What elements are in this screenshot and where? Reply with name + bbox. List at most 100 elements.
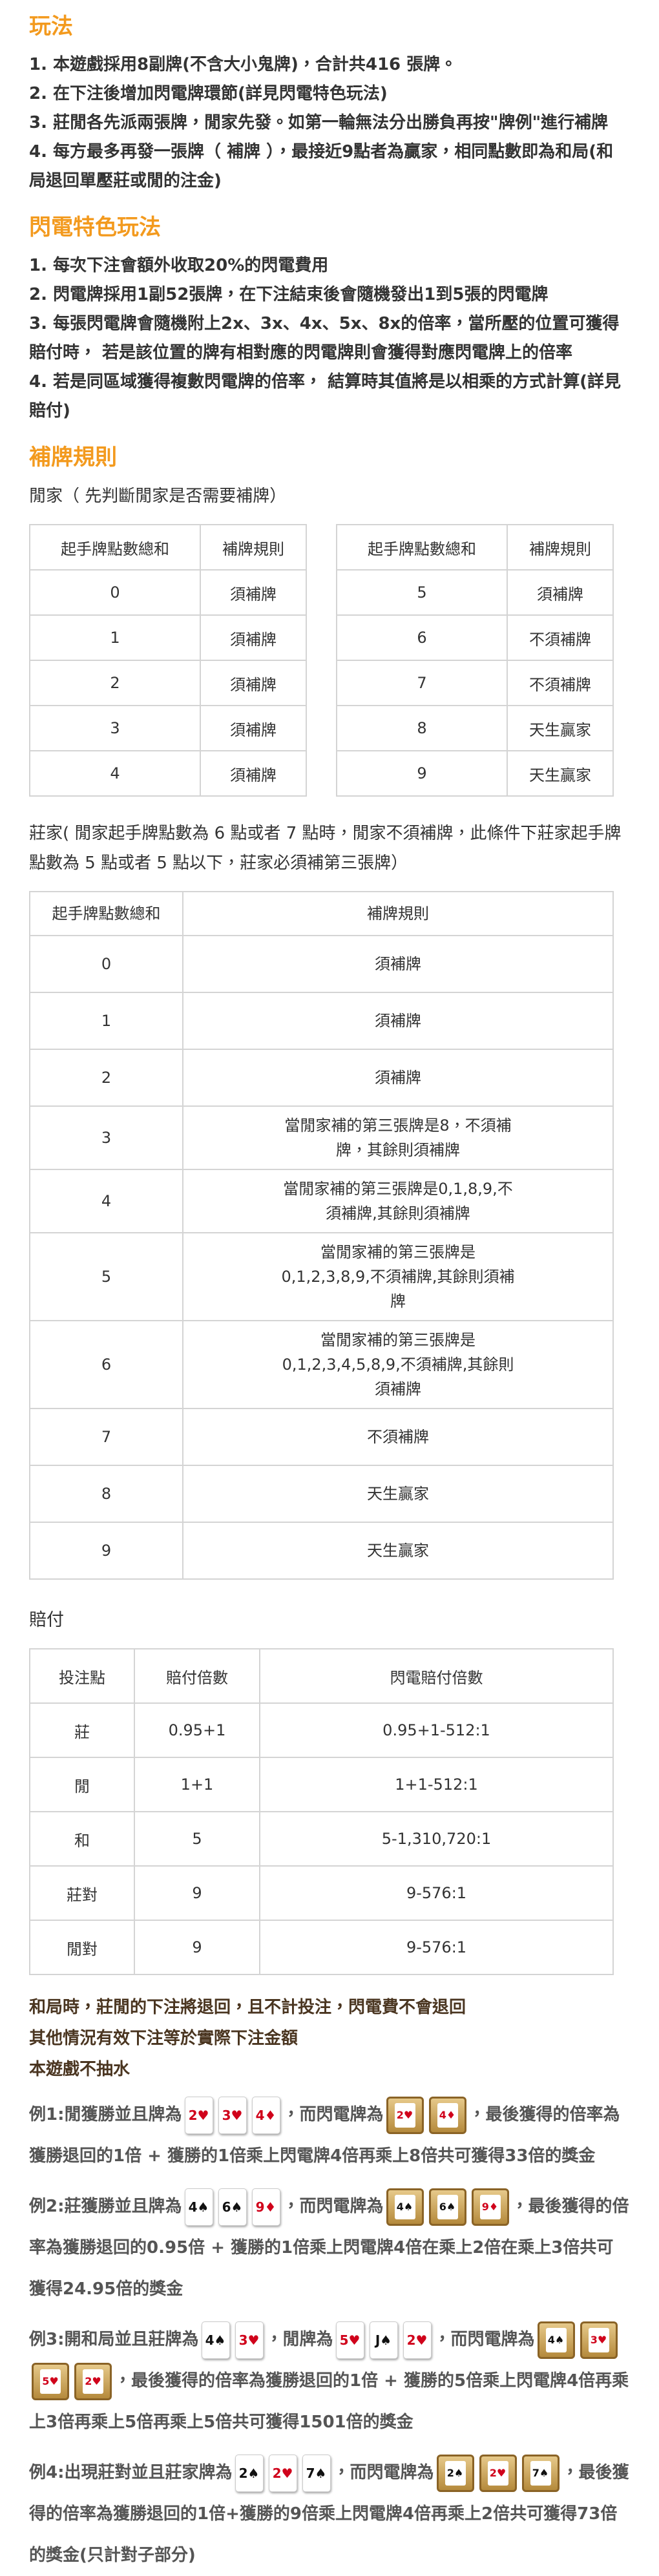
example-text: ，而閃電牌為 [333,2463,434,2482]
lightning-card: 7♠ [521,2454,560,2492]
table-cell: 1+1-512:1 [259,1757,614,1812]
table-cell: 4 [29,1169,183,1233]
table-row: 莊 0.95+1 0.95+1-512:1 [29,1702,614,1758]
notes: 和局時，莊閒的下注將退回，且不計投注，閃電費不會退回 其他情況有效下注等於實際下注… [29,1992,630,2085]
table-cell: 7 [29,1408,183,1466]
table-row: 5 須補牌 [335,569,614,616]
example-text: ，而閃電牌為 [282,2197,384,2216]
table-row: 閒對 9 9-576:1 [29,1920,614,1975]
table-cell: 0 [29,935,183,993]
example-text: ，而閃電牌為 [434,2330,535,2349]
table-row: 4 當閒家補的第三張牌是0,1,8,9,不須補牌,其餘則須補牌 [29,1169,614,1233]
table-cell: 1 [29,992,183,1050]
card: 6♠ [218,2188,247,2226]
table-row: 8 天生贏家 [29,1465,614,1523]
table-cell: 9-576:1 [259,1920,614,1975]
header-cell: 閃電賠付倍數 [259,1648,614,1704]
lightning-card: 2♥ [386,2096,424,2134]
table-cell: 天生贏家 [507,750,614,797]
table-cell: 9 [29,1522,183,1580]
table-cell: 須補牌 [200,614,307,661]
table-cell: 須補牌 [182,1049,614,1107]
rule-item: 1. 本遊戲採用8副牌(不含大小鬼牌)，合計共416 張牌。 [29,55,457,74]
table-cell: 0.95+1 [134,1702,260,1758]
lightning-card-face: 3♥ [588,2327,609,2352]
example: 例3:開和局並且莊牌為 4♠ 3♥ ，閒牌為 5♥ J♠ 2♥ ，而閃電牌為 4♠ 3♥ 5♥ 2♥，… [29,2319,630,2443]
table-row: 7 不須補牌 [29,1408,614,1466]
header-row: 起手牌點數總和 補牌規則 [335,524,614,571]
lightning-card: 2♥ [74,2362,112,2400]
table-cell: 莊 [29,1702,135,1758]
section-title: 賠付 [29,1610,64,1630]
table-cell: 5-1,310,720:1 [259,1811,614,1867]
section-title: 玩法 [29,14,73,39]
table-cell: 0.95+1-512:1 [259,1702,614,1758]
table-cell: 和 [29,1811,135,1867]
table-cell: 7 [335,660,508,706]
card: 4♦ [251,2096,280,2134]
table-row: 6 當閒家補的第三張牌是0,1,2,3,4,5,8,9,不須補牌,其餘則須補牌 [29,1320,614,1409]
header-cell: 補牌規則 [200,524,307,571]
example: 例2:莊獲勝並且牌為 4♠ 6♠ 9♦ ，而閃電牌為 4♠ 6♠ 9♦ ，最後獲得的倍率為獲勝退… [29,2186,630,2310]
lightning-card: 2♥ [479,2454,517,2492]
lightning-card-face: 9♦ [479,2194,501,2219]
table-row: 莊對 9 9-576:1 [29,1865,614,1921]
table-cell: 須補牌 [200,750,307,797]
table-row: 3 須補牌 [28,705,307,751]
lightning-card: 9♦ [471,2188,509,2226]
table-cell: 當閒家補的第三張牌是0,1,8,9,不須補牌,其餘則須補牌 [182,1169,614,1233]
header-cell: 賠付倍數 [134,1648,260,1704]
table-row: 2 須補牌 [29,1049,614,1107]
section-title: 補牌規則 [29,445,117,470]
table-cell: 8 [335,705,508,751]
lightning-card-face: 2♥ [394,2102,415,2128]
table-row: 3 當閒家補的第三張牌是8，不須補牌，其餘則須補牌 [29,1105,614,1170]
example-text: ，最後獲得的倍率為獲勝退回的1倍 + 獲勝的5倍乘上閃電牌4倍再乘上3倍再乘上5… [29,2371,629,2432]
lightning-card-face: 4♦ [437,2102,458,2128]
card: 4♠ [184,2188,213,2226]
table-cell: 須補牌 [200,660,307,706]
card: 4♠ [201,2321,230,2359]
lightning-card: 4♠ [537,2321,575,2359]
table-cell: 當閒家補的第三張牌是0,1,2,3,8,9,不須補牌,其餘則須補牌 [182,1232,614,1321]
table-row: 閒 1+1 1+1-512:1 [29,1757,614,1812]
rule-item: 2. 在下注後增加閃電牌環節(詳見閃電特色玩法) [29,84,388,103]
player-table: 起手牌點數總和 補牌規則 5 須補牌 6 不須補牌 7 不須補牌 8 天生贏家 9 天生贏家 [335,524,614,797]
table-cell: 8 [29,1465,183,1523]
banker-table: 起手牌點數總和 補牌規則 0 須補牌 1 須補牌 2 須補牌 3 當閒家補的第三張牌是8，不須補牌… [29,891,614,1580]
table-cell: 須補牌 [200,705,307,751]
card: 2♠ [235,2454,264,2492]
lightning-card-face: 7♠ [530,2460,551,2486]
table-row: 和 5 5-1,310,720:1 [29,1811,614,1867]
card: 2♥ [184,2096,213,2134]
header-cell: 起手牌點數總和 [29,891,183,936]
table-cell: 當閒家補的第三張牌是8，不須補牌，其餘則須補牌 [182,1105,614,1170]
table-cell: 5 [29,1232,183,1321]
payout-table: 投注點 賠付倍數 閃電賠付倍數莊 0.95+1 0.95+1-512:1 閒 1+1 1+1-… [29,1648,614,1975]
lightning-card-face: 2♠ [445,2460,466,2486]
example-text: 例4:出現莊對並且莊家牌為 [29,2463,233,2482]
table-cell: 不須補牌 [507,660,614,706]
rule-item: 3. 每張閃電牌會隨機附上2x、3x、4x、5x、8x的倍率，當所壓的位置可獲得… [29,314,620,362]
table-cell: 天生贏家 [507,705,614,751]
example: 例4:出現莊對並且莊家牌為 2♠ 2♥ 7♠ ，而閃電牌為 2♠ 2♥ 7♠ ，最後獲得的倍率為… [29,2452,630,2576]
rule-item: 1. 每次下注會額外收取20%的閃電費用 [29,256,329,275]
note-line: 其他情況有效下注等於實際下注金額 [29,2029,298,2048]
example-text: ，最後獲得的倍率為獲勝退回的0.95倍 + 獲勝的1倍乘上閃電牌4倍在乘上2倍在… [29,2197,629,2299]
table-cell: 4 [28,750,202,797]
player-note: 閒家（ 先判斷閒家是否需要補牌） [29,487,287,506]
table-cell: 不須補牌 [182,1408,614,1466]
card: J♠ [369,2321,398,2359]
lightning-card: 6♠ [428,2188,466,2226]
example-text: 例1:閒獲勝並且牌為 [29,2105,182,2124]
page: Baccarat rules body { margin: 0; width: … [28,14,630,2565]
card: 2♥ [268,2454,297,2492]
table-cell: 5 [134,1811,260,1867]
table-cell: 5 [335,569,508,616]
lightning-card-face: 2♥ [487,2460,508,2486]
table-cell: 6 [335,614,508,661]
table-row: 6 不須補牌 [335,614,614,661]
table-row: 4 須補牌 [28,750,307,797]
example-text: ，最後獲得的倍率為獲勝退回的1倍 + 獲勝的1倍乘上閃電牌4倍再乘上8倍共可獲得… [29,2105,620,2166]
table-cell: 3 [28,705,202,751]
